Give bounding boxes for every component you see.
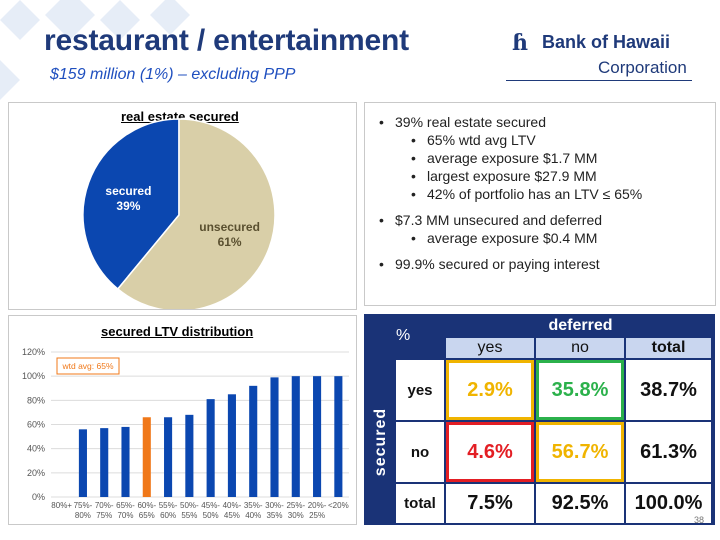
column-header-total: total [626,338,711,358]
x-tick-label: 25% [309,511,325,520]
x-tick-label: 80%+ [51,501,72,510]
pie-chart-title: real estate secured [121,109,239,124]
bar [313,376,322,497]
bar-chart: 0%20%40%60%80%100%120%80%+ 75%-80%70%-75%… [22,347,349,520]
x-tick-label: 40%- [223,501,242,510]
pie-value-unsecured: 61% [218,235,242,249]
x-tick-label: 50%- [180,501,199,510]
bar [334,376,343,497]
bullet-item: 99.9% secured or paying interest [375,255,711,273]
slide-subtitle: $159 million (1%) – excluding PPP [50,66,296,83]
cell-secured-yes-deferred-yes: 2.9% [446,360,534,420]
annotation-box [56,357,120,375]
bank-logo: ɦ Bank of Hawaii Corporation [506,28,696,81]
column-header-no: no [536,338,624,358]
sub-bullet-item: 65% wtd avg LTV [375,131,711,149]
column-group-header: deferred [548,317,613,334]
bullet-item: $7.3 MM unsecured and deferred [375,211,711,229]
cell-secured-no-deferred-no: 56.7% [536,422,624,482]
cell-secured-yes-total: 38.7% [626,360,711,420]
y-tick-label: 40% [27,444,45,454]
pie-label-unsecured: unsecured [199,220,260,234]
cell-total-deferred-yes: 7.5% [446,484,534,523]
cell-secured-yes-deferred-no: 35.8% [536,360,624,420]
bar [291,376,300,497]
row-header-total: total [396,484,444,523]
pie-value-secured: 39% [116,199,140,213]
x-tick-label: 45%- [201,501,220,510]
cell-secured-no-deferred-yes: 4.6% [446,422,534,482]
table-corner-label: % [396,327,411,344]
cell-total-deferred-no: 92.5% [536,484,624,523]
x-tick-label: 65%- [116,501,135,510]
bullet-list: 39% real estate secured 65% wtd avg LTV … [375,113,711,273]
x-tick-label: 35%- [244,501,263,510]
x-tick-label: 55%- [159,501,178,510]
slide-title: restaurant / entertainment [44,24,409,57]
y-tick-label: 0% [32,492,45,502]
bar-chart-panel: secured LTV distribution 0% 20% 40% 60% 80% 1… [8,315,357,525]
x-tick-label: 75% [96,511,112,520]
x-tick-label: 35% [266,511,282,520]
bar-chart-title: secured LTV distribution [101,324,254,339]
y-tick-label: 60% [27,420,45,430]
row-group-header-text: secured [372,407,389,476]
bar [185,414,194,497]
x-tick-label: 80% [75,511,91,520]
sub-bullet-item: largest exposure $27.9 MM [375,167,711,185]
bar [164,417,173,497]
column-header-yes: yes [446,338,534,358]
bar [249,385,258,497]
bar [142,417,151,497]
x-tick-label: 30%- [265,501,284,510]
logo-name: Bank of Hawaii [542,32,671,52]
pie-slice-secured [82,118,180,291]
x-tick-label: 60% [160,511,176,520]
bullet-item: 39% real estate secured [375,113,711,131]
deferred-secured-table: % deferred secured yes no total yes no t… [364,314,715,525]
logo-underline [506,80,692,81]
pie-slice-unsecured [116,118,276,309]
row-header-yes: yes [396,360,444,420]
logo-mark-icon: ɦ [512,30,528,56]
row-header-no: no [396,422,444,482]
y-tick-label: 20% [27,468,45,478]
pie-chart-panel: real estate secured secured 39% unsecured 6… [8,102,357,310]
x-tick-label: 25%- [286,501,305,510]
x-tick-label: 50% [203,511,219,520]
bar [206,399,215,497]
x-tick-label: 40% [245,511,261,520]
logo-corporation: Corporation [598,58,687,77]
x-tick-label: 70%- [95,501,114,510]
x-tick-label: 20%- [308,501,327,510]
y-tick-label: 120% [22,347,45,357]
sub-bullet-item: average exposure $1.7 MM [375,149,711,167]
page-number: 38 [694,515,705,525]
bar [100,428,109,497]
sub-bullet-item: average exposure $0.4 MM [375,229,711,247]
annotation-text: wtd avg: 65% [61,361,113,371]
row-group-header: secured [368,358,394,525]
x-tick-label: 45% [224,511,240,520]
bar [270,377,279,497]
x-tick-label: 65% [139,511,155,520]
x-tick-label: 70% [117,511,133,520]
corner-pattern-decoration [0,0,190,100]
x-tick-label: 55% [181,511,197,520]
y-tick-label: 80% [27,395,45,405]
sub-bullet-item: 42% of portfolio has an LTV ≤ 65% [375,185,711,203]
pie-label-secured: secured [105,184,151,198]
cell-grand-total: 100.0% [626,484,711,523]
x-tick-label: <20% [328,501,349,510]
bar [121,426,130,497]
bullets-panel: 39% real estate secured 65% wtd avg LTV … [364,102,716,306]
x-tick-label: 75%- [74,501,93,510]
bar [227,394,236,497]
bar [78,429,87,497]
x-tick-label: 60%- [137,501,156,510]
x-tick-label: 30% [288,511,304,520]
cell-secured-no-total: 61.3% [626,422,711,482]
y-tick-label: 100% [22,371,45,381]
